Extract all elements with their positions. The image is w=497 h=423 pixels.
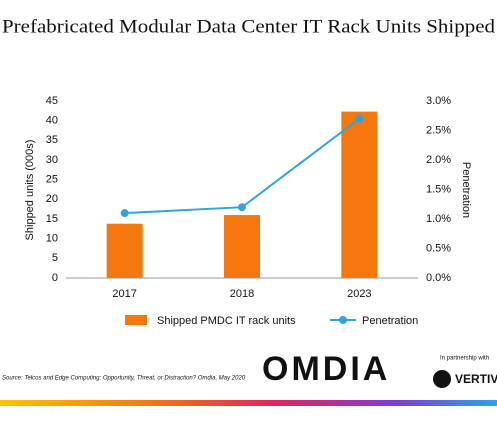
y2-axis-label: Penetration (460, 162, 472, 218)
y2-tick-label: 3.0% (426, 95, 451, 107)
y2-tick-label: 2.0% (426, 154, 451, 166)
y-tick-label: 35 (46, 134, 58, 146)
y2-tick-label: 2.5% (426, 124, 451, 136)
point (238, 203, 246, 212)
y-tick-label: 45 (46, 95, 58, 107)
y-axis-label: Shipped units (000s) (24, 140, 36, 241)
brand-logo: OMDIA (262, 350, 390, 388)
y-tick-label: 20 (46, 193, 58, 205)
y-tick-label: 30 (46, 154, 58, 166)
y2-tick-label: 0.5% (426, 242, 451, 254)
y2-tick-label: 1.0% (426, 213, 451, 225)
point (355, 114, 364, 123)
x-tick-label: 2023 (347, 288, 371, 300)
x-tick-label: 2018 (230, 288, 254, 300)
y-tick-label: 40 (46, 115, 58, 127)
x-tick-label: 2017 (112, 288, 136, 300)
y-tick-label: 10 (46, 233, 58, 245)
legend-label: Shipped PMDC IT rack units (157, 315, 296, 327)
y-tick-label: 15 (46, 213, 58, 225)
partner-icon (433, 370, 451, 388)
legend-swatch (125, 315, 147, 325)
legend-label: Penetration (362, 315, 418, 327)
y-tick-label: 25 (46, 174, 58, 186)
partner-logo: VERTIV (455, 372, 497, 386)
bar (341, 111, 378, 279)
y-tick-label: 5 (52, 252, 58, 264)
legend-swatch (339, 316, 347, 324)
point (120, 209, 129, 218)
y2-tick-label: 1.5% (426, 183, 451, 195)
bar (224, 215, 260, 278)
line (124, 117, 360, 215)
source: Source: Telcos and Edge Computing: Oppor… (2, 376, 246, 382)
partner-note: In partnership with (440, 356, 489, 362)
y2-tick-label: 0.0% (426, 272, 451, 284)
y-tick-label: 0 (52, 272, 58, 284)
decor-bar (0, 400, 497, 406)
chart-title: Prefabricated Modular Data Center IT Rac… (2, 16, 496, 37)
bar (106, 223, 143, 278)
